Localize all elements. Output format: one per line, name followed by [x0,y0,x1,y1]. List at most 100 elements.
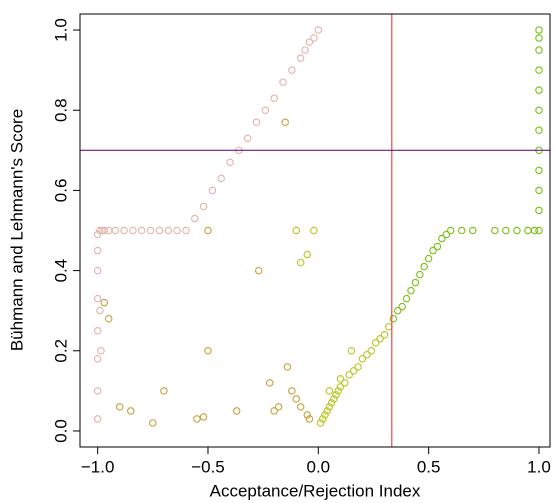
point [226,158,234,167]
point [318,415,327,423]
point [164,226,173,235]
point [305,415,314,423]
point [433,242,442,251]
point [104,314,113,323]
point [254,266,263,275]
point [321,411,329,419]
point [438,234,446,243]
point [349,367,358,375]
point [199,202,208,211]
point [149,419,157,427]
point [93,230,102,239]
point [345,371,353,379]
point [323,407,331,415]
point [217,174,225,183]
point [232,407,241,415]
point [535,46,543,54]
point [502,226,510,235]
point [204,226,212,235]
point [120,226,128,235]
point [93,266,102,275]
point [535,186,543,195]
point [127,407,135,415]
point [535,126,543,135]
point [535,106,543,114]
point [535,26,543,34]
point [288,387,296,395]
point [252,118,261,127]
point [424,254,433,263]
point [336,383,345,391]
point [146,226,155,235]
point [303,411,312,419]
point [367,347,376,355]
point [155,226,164,235]
x-tick-label: −0.5 [191,457,225,476]
y-tick-label: 0.0 [51,419,70,443]
point [160,387,168,395]
point [457,226,466,235]
point [327,399,336,407]
point [204,347,212,355]
point [100,226,109,235]
point [292,395,300,403]
point [385,322,393,331]
point [380,330,389,339]
x-axis-label: Acceptance/Rejection Index [210,481,421,500]
point [314,26,323,34]
point [376,334,384,343]
y-tick-label: 0.6 [51,179,70,203]
point [429,246,437,255]
x-tick-label: 0.5 [417,457,441,476]
point [389,314,398,323]
point [393,306,402,315]
y-tick-label: 0.8 [51,98,70,122]
point [310,226,318,235]
point [363,351,371,359]
point [398,302,406,311]
point [524,226,532,235]
point [93,246,102,255]
point [535,34,543,42]
point [325,387,334,395]
point [173,226,181,235]
point [296,403,305,411]
point [535,226,543,235]
point [341,379,349,387]
point [243,134,252,143]
point [301,46,309,54]
point [96,226,104,235]
point [93,294,102,303]
point [283,363,292,371]
point [358,355,367,363]
point [96,306,104,315]
point [274,403,283,411]
point [334,387,342,395]
plot-frame [79,13,551,448]
point [303,250,312,259]
point [371,339,380,347]
point [129,226,137,235]
point [270,407,278,415]
point [279,78,287,86]
point [111,226,120,235]
point [411,278,420,287]
point [190,214,199,223]
point [93,387,102,395]
point [330,395,338,403]
point [535,206,543,215]
point [104,226,113,235]
point [93,415,102,423]
point [193,415,201,423]
y-axis-label: Bühmann and Lehmann's Score [7,109,26,351]
point [208,186,217,195]
point [442,230,451,239]
point [97,347,105,355]
point [513,226,521,235]
y-tick-label: 0.2 [51,339,70,363]
y-tick-label: 1.0 [51,18,70,42]
point [261,106,270,114]
x-tick-label: 1.0 [527,457,551,476]
point [266,379,274,387]
